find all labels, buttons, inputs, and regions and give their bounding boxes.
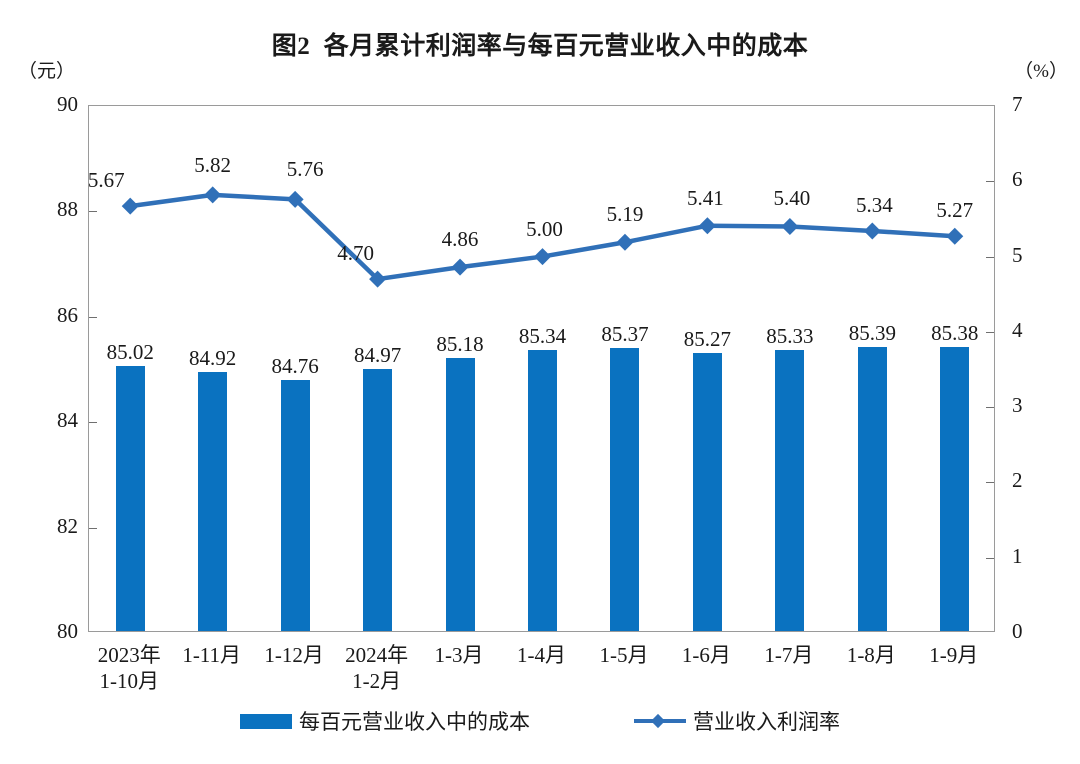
line-value-label: 5.40	[773, 186, 811, 211]
plot-area: 85.02 84.92 84.76 84.97 85.18 85.34 85.37 85.27…	[88, 105, 995, 632]
x-axis-category-label: 1-4月	[517, 643, 566, 667]
legend-label-cost: 每百元营业收入中的成本	[299, 710, 530, 734]
line-marker-diamond	[698, 217, 716, 235]
bar-value-label: 85.38	[931, 321, 979, 346]
bar-value-label: 85.27	[683, 327, 732, 352]
right-axis-unit-label: （%）	[1014, 61, 1068, 82]
bar-value-label: 84.92	[189, 345, 237, 370]
bar	[610, 348, 640, 631]
x-axis-category-label: 1-6月	[681, 643, 731, 667]
bar	[692, 353, 722, 631]
bar-value-label: 84.76	[271, 354, 319, 379]
line-value-label: 4.86	[441, 227, 479, 252]
line-value-label: 5.76	[286, 157, 324, 182]
legend-label-profit-rate: 营业收入利润率	[693, 710, 840, 734]
line-marker-diamond	[534, 248, 551, 266]
line-value-label: 5.41	[687, 185, 724, 210]
bar-swatch-icon	[240, 713, 292, 729]
right-axis-tick-label: 2	[1012, 468, 1023, 493]
bar-value-label: 85.02	[106, 340, 154, 365]
line-value-label: 5.19	[606, 202, 644, 227]
chart-title: 图2 各月累计利润率与每百元营业收入中的成本	[271, 33, 809, 60]
line-marker-diamond	[369, 270, 387, 288]
bar	[857, 346, 887, 631]
line-value-label: 5.34	[855, 192, 893, 217]
chart-legend: 每百元营业收入中的成本 营业收入利润率	[0, 706, 1080, 736]
bar-value-label: 84.97	[353, 343, 402, 368]
x-axis-category-label: 1-3月	[434, 643, 484, 667]
right-axis-tick-label: 1	[1012, 543, 1023, 568]
legend-item-cost[interactable]: 每百元营业收入中的成本	[240, 706, 530, 736]
right-axis-tick	[986, 181, 994, 183]
line-value-label: 5.67	[87, 168, 125, 193]
line-marker-diamond	[121, 197, 139, 215]
x-axis-category-label: 1-8月	[846, 643, 896, 667]
right-axis-tick	[986, 407, 994, 409]
line-marker-diamond	[286, 190, 304, 208]
right-axis-tick-label: 6	[1012, 167, 1023, 192]
line-value-label: 5.00	[526, 216, 563, 241]
left-axis-tick-label: 90	[57, 92, 78, 116]
line-value-label: 5.82	[194, 152, 232, 177]
bar	[115, 366, 145, 631]
line-value-label: 4.70	[337, 241, 374, 266]
left-axis-tick	[89, 211, 97, 213]
left-axis-tick-label: 84	[57, 408, 78, 433]
right-axis-tick	[986, 557, 994, 559]
line-marker-diamond	[204, 186, 222, 204]
left-axis-tick	[89, 422, 97, 424]
line-series	[121, 186, 964, 288]
x-axis-category-label: 1-11月	[182, 643, 242, 667]
right-axis-tick-label: 5	[1012, 242, 1023, 267]
line-marker-diamond	[863, 222, 881, 240]
bar-value-label: 85.37	[601, 322, 649, 346]
left-axis-tick	[89, 527, 97, 529]
bar	[775, 350, 805, 631]
line-marker-diamond	[451, 258, 469, 276]
line-marker-diamond	[616, 233, 634, 251]
x-axis-category-label: 1-12月	[264, 643, 324, 667]
line-marker-diamond	[946, 227, 964, 245]
bar-value-label: 85.18	[436, 332, 484, 356]
left-axis-unit-label: （元）	[18, 61, 76, 82]
left-axis-tick-label: 88	[57, 197, 78, 222]
left-axis-tick-label: 86	[57, 302, 78, 327]
legend-item-profit-rate[interactable]: 营业收入利润率	[634, 706, 840, 736]
bar-value-label: 85.33	[766, 324, 814, 349]
right-axis-tick	[986, 331, 994, 333]
x-axis-category-label: 2024年 1-2月	[345, 643, 409, 694]
left-axis-tick-label: 80	[57, 619, 78, 643]
x-axis-category-label: 1-9月	[929, 643, 979, 667]
right-axis-tick-label: 4	[1012, 317, 1023, 342]
right-axis-tick-label: 7	[1012, 92, 1023, 116]
left-axis-tick-label: 82	[57, 513, 78, 538]
x-axis-category-label: 1-5月	[599, 643, 649, 667]
bar	[528, 349, 557, 631]
line-diamond-swatch-icon	[634, 713, 686, 729]
line-marker-diamond	[781, 217, 799, 235]
x-axis-category-label: 1-7月	[764, 643, 814, 667]
line-value-label: 5.27	[936, 198, 974, 223]
left-axis-tick	[89, 316, 97, 318]
bar	[280, 380, 310, 631]
bar-value-label: 85.34	[518, 323, 567, 348]
right-axis-tick	[986, 256, 994, 258]
bar-value-label: 85.39	[848, 320, 896, 345]
right-axis-tick-label: 0	[1012, 619, 1023, 643]
bar	[445, 358, 475, 631]
bar	[198, 371, 228, 631]
right-axis-tick-label: 3	[1012, 393, 1023, 418]
bar	[363, 369, 393, 631]
right-axis-tick	[986, 482, 994, 484]
x-axis-category-label: 2023年 1-10月	[97, 643, 161, 694]
bar	[940, 347, 970, 631]
